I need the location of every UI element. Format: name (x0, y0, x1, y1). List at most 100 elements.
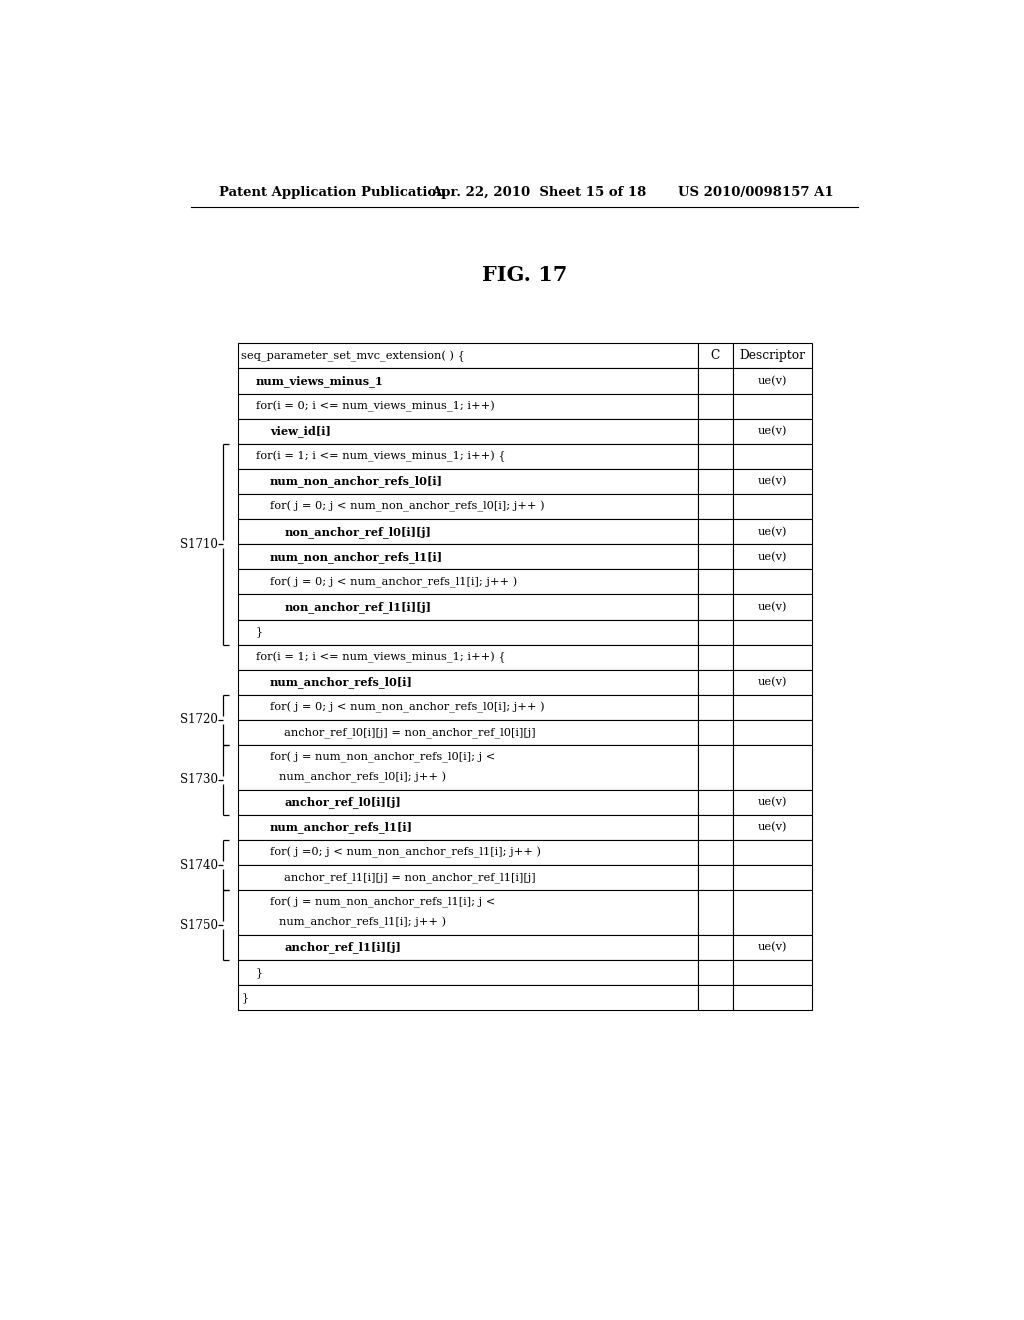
Bar (238, 594, 697, 619)
Text: num_anchor_refs_l0[i]: num_anchor_refs_l0[i] (270, 676, 413, 688)
Bar (238, 519, 697, 544)
Text: view_id[i]: view_id[i] (270, 425, 331, 437)
Bar (238, 619, 697, 644)
Text: ue(v): ue(v) (758, 822, 787, 833)
Bar (733, 935, 812, 960)
Text: ue(v): ue(v) (758, 527, 787, 537)
Bar (697, 789, 733, 814)
Text: Patent Application Publication: Patent Application Publication (219, 186, 446, 199)
Bar (733, 469, 812, 494)
Bar (733, 814, 812, 840)
Bar (733, 744, 812, 789)
Bar (697, 694, 733, 719)
Bar (733, 960, 812, 985)
Bar (238, 935, 697, 960)
Bar (238, 694, 697, 719)
Text: for(i = 0; i <= num_views_minus_1; i++): for(i = 0; i <= num_views_minus_1; i++) (256, 400, 495, 412)
Bar (697, 619, 733, 644)
Bar (238, 343, 697, 368)
Text: ue(v): ue(v) (758, 602, 787, 612)
Text: S1710: S1710 (180, 537, 218, 550)
Text: for(i = 1; i <= num_views_minus_1; i++) {: for(i = 1; i <= num_views_minus_1; i++) … (256, 450, 505, 462)
Bar (697, 393, 733, 418)
Text: for( j = num_non_anchor_refs_l0[i]; j <: for( j = num_non_anchor_refs_l0[i]; j < (270, 752, 496, 763)
Bar (238, 890, 697, 935)
Text: }: } (242, 993, 249, 1003)
Text: num_anchor_refs_l0[i]; j++ ): num_anchor_refs_l0[i]; j++ ) (279, 772, 445, 783)
Bar (238, 669, 697, 694)
Bar (733, 594, 812, 619)
Bar (733, 719, 812, 744)
Bar (697, 890, 733, 935)
Text: num_anchor_refs_l1[i]; j++ ): num_anchor_refs_l1[i]; j++ ) (279, 916, 445, 928)
Text: S1750: S1750 (179, 919, 218, 932)
Text: ue(v): ue(v) (758, 376, 787, 387)
Text: S1720: S1720 (180, 714, 218, 726)
Text: num_anchor_refs_l1[i]: num_anchor_refs_l1[i] (270, 821, 413, 833)
Bar (697, 669, 733, 694)
Text: anchor_ref_l1[i][j] = non_anchor_ref_l1[i][j]: anchor_ref_l1[i][j] = non_anchor_ref_l1[… (285, 873, 536, 883)
Text: anchor_ref_l0[i][j] = non_anchor_ref_l0[i][j]: anchor_ref_l0[i][j] = non_anchor_ref_l0[… (285, 727, 536, 738)
Bar (697, 544, 733, 569)
Bar (238, 960, 697, 985)
Text: num_non_anchor_refs_l0[i]: num_non_anchor_refs_l0[i] (270, 475, 443, 487)
Text: ue(v): ue(v) (758, 797, 787, 808)
Text: FIG. 17: FIG. 17 (482, 265, 567, 285)
Text: for(i = 1; i <= num_views_minus_1; i++) {: for(i = 1; i <= num_views_minus_1; i++) … (256, 652, 505, 663)
Bar (733, 865, 812, 890)
Bar (697, 644, 733, 669)
Bar (697, 840, 733, 865)
Bar (697, 418, 733, 444)
Bar (733, 544, 812, 569)
Bar (697, 865, 733, 890)
Bar (238, 840, 697, 865)
Text: }: } (256, 627, 263, 638)
Text: for( j = 0; j < num_non_anchor_refs_l0[i]; j++ ): for( j = 0; j < num_non_anchor_refs_l0[i… (270, 500, 545, 512)
Bar (733, 393, 812, 418)
Text: ue(v): ue(v) (758, 426, 787, 437)
Text: non_anchor_ref_l1[i][j]: non_anchor_ref_l1[i][j] (285, 601, 431, 612)
Bar (238, 744, 697, 789)
Bar (697, 935, 733, 960)
Bar (733, 519, 812, 544)
Bar (697, 368, 733, 393)
Bar (238, 719, 697, 744)
Text: ue(v): ue(v) (758, 677, 787, 688)
Bar (238, 789, 697, 814)
Text: ue(v): ue(v) (758, 477, 787, 487)
Text: for( j =0; j < num_non_anchor_refs_l1[i]; j++ ): for( j =0; j < num_non_anchor_refs_l1[i]… (270, 847, 541, 858)
Bar (697, 985, 733, 1010)
Bar (697, 469, 733, 494)
Bar (733, 890, 812, 935)
Bar (238, 814, 697, 840)
Bar (697, 594, 733, 619)
Text: anchor_ref_l0[i][j]: anchor_ref_l0[i][j] (285, 796, 401, 808)
Bar (238, 368, 697, 393)
Text: for( j = 0; j < num_anchor_refs_l1[i]; j++ ): for( j = 0; j < num_anchor_refs_l1[i]; j… (270, 577, 517, 587)
Text: ue(v): ue(v) (758, 942, 787, 953)
Bar (733, 985, 812, 1010)
Text: num_views_minus_1: num_views_minus_1 (256, 375, 384, 387)
Bar (733, 444, 812, 469)
Bar (697, 343, 733, 368)
Bar (238, 569, 697, 594)
Bar (697, 569, 733, 594)
Text: ue(v): ue(v) (758, 552, 787, 562)
Text: US 2010/0098157 A1: US 2010/0098157 A1 (678, 186, 834, 199)
Text: Descriptor: Descriptor (739, 350, 806, 363)
Text: for( j = num_non_anchor_refs_l1[i]; j <: for( j = num_non_anchor_refs_l1[i]; j < (270, 898, 496, 908)
Bar (733, 569, 812, 594)
Text: }: } (256, 968, 263, 978)
Bar (733, 418, 812, 444)
Bar (697, 444, 733, 469)
Bar (733, 840, 812, 865)
Text: num_non_anchor_refs_l1[i]: num_non_anchor_refs_l1[i] (270, 550, 443, 562)
Text: S1740: S1740 (179, 858, 218, 871)
Bar (238, 393, 697, 418)
Bar (238, 644, 697, 669)
Text: Apr. 22, 2010  Sheet 15 of 18: Apr. 22, 2010 Sheet 15 of 18 (431, 186, 646, 199)
Bar (238, 469, 697, 494)
Bar (697, 719, 733, 744)
Text: C: C (711, 350, 720, 363)
Bar (697, 494, 733, 519)
